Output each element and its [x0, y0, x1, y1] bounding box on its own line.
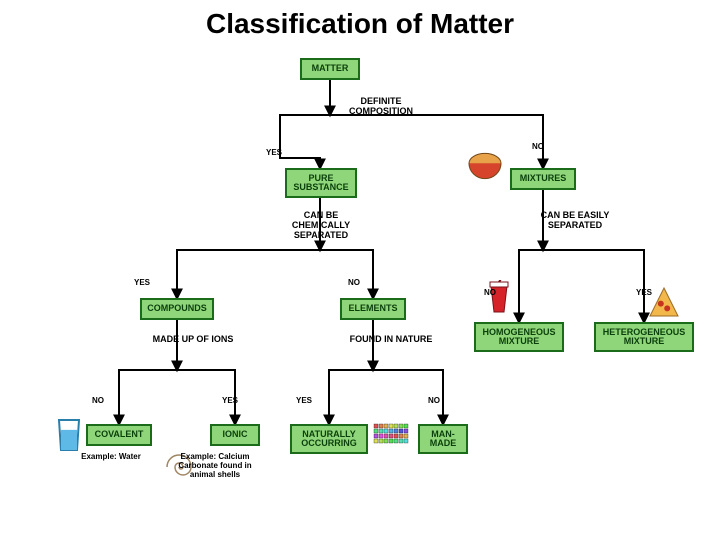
node-hetero: HETEROGENEOUS MIXTURE: [594, 322, 694, 352]
yn-1-no: NO: [532, 142, 544, 151]
yn-2-no: NO: [348, 278, 360, 287]
yn-5-no: NO: [428, 396, 440, 405]
node-homo: HOMOGENEOUS MIXTURE: [474, 322, 564, 352]
node-matter: MATTER: [300, 58, 360, 80]
example-water: Example: Water: [72, 452, 150, 461]
pizza-icon: [648, 286, 680, 323]
node-natural: NATURALLY OCCURRING: [290, 424, 368, 454]
node-pure: PURE SUBSTANCE: [285, 168, 357, 198]
question-chemsep: CAN BE CHEMICALLY SEPARATED: [276, 210, 366, 240]
yn-5-yes: YES: [296, 396, 312, 405]
node-mixtures: MIXTURES: [510, 168, 576, 190]
node-covalent: COVALENT: [86, 424, 152, 446]
question-definite: DEFINITE COMPOSITION: [336, 96, 426, 116]
question-nature: FOUND IN NATURE: [346, 334, 436, 344]
yn-2-yes: YES: [134, 278, 150, 287]
question-ions: MADE UP OF IONS: [148, 334, 238, 344]
yn-3-yes: YES: [636, 288, 652, 297]
question-easysep: CAN BE EASILY SEPARATED: [530, 210, 620, 230]
soup-icon: [468, 152, 502, 185]
node-manmade: MAN-MADE: [418, 424, 468, 454]
node-ionic: IONIC: [210, 424, 260, 446]
yn-3-no: NO: [484, 288, 496, 297]
example-shell: Example: Calcium Carbonate found in anim…: [176, 452, 254, 479]
node-elements: ELEMENTS: [340, 298, 406, 320]
yn-1-yes: YES: [266, 148, 282, 157]
ptable-icon: [372, 420, 412, 453]
soda-icon: [488, 280, 510, 319]
yn-4-no: NO: [92, 396, 104, 405]
yn-4-yes: YES: [222, 396, 238, 405]
node-compounds: COMPOUNDS: [140, 298, 214, 320]
